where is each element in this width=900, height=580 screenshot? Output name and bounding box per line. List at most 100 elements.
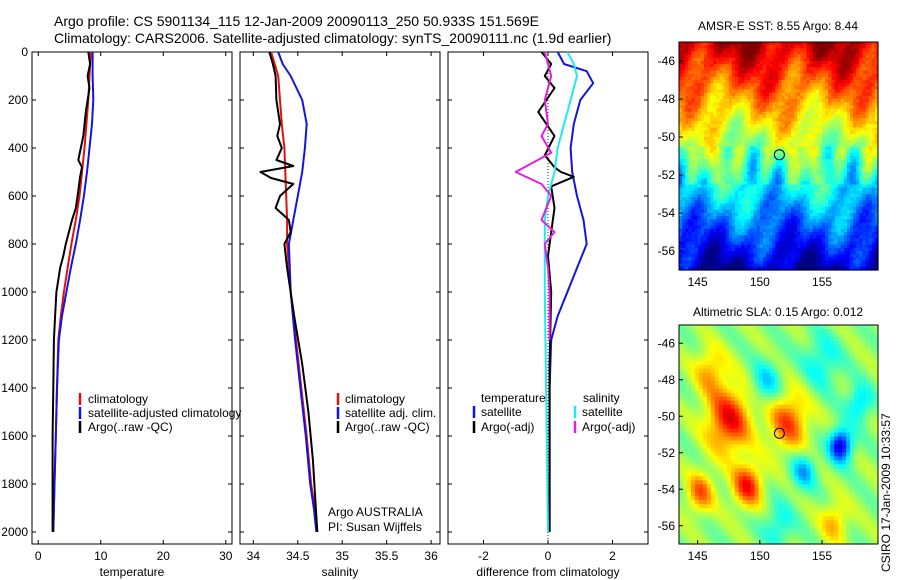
heatmap-cell	[794, 61, 798, 65]
heatmap-cell	[731, 76, 736, 81]
heatmap-cell	[843, 260, 848, 265]
heatmap-cell	[859, 162, 864, 167]
heatmap-cell	[825, 159, 829, 163]
heatmap-cell	[697, 92, 702, 97]
heatmap-cell	[700, 51, 705, 56]
heatmap-cell	[753, 178, 758, 182]
heatmap-cell	[679, 332, 684, 338]
heatmap-cell	[753, 257, 758, 262]
heatmap-cell	[747, 194, 752, 198]
heatmap-cell	[756, 86, 761, 91]
heatmap-cell	[719, 168, 724, 173]
heatmap-cell	[822, 99, 826, 103]
heatmap-cell	[790, 222, 795, 227]
heatmap-cell	[750, 54, 755, 59]
heatmap-cell	[706, 254, 711, 258]
heatmap-cell	[706, 194, 711, 198]
heatmap-cell	[769, 203, 773, 208]
heatmap-cell	[725, 42, 730, 46]
x-tick-label: 2	[609, 549, 616, 563]
heatmap-cell	[747, 159, 752, 163]
heatmap-cell	[806, 89, 811, 94]
heatmap-cell	[853, 187, 857, 192]
heatmap-cell	[685, 228, 689, 233]
heatmap-cell	[759, 263, 764, 268]
heatmap-cell	[778, 244, 783, 249]
heatmap-cell	[874, 89, 879, 94]
heatmap-cell	[772, 213, 776, 217]
heatmap-cell	[713, 178, 717, 182]
heatmap-cell	[815, 194, 820, 198]
heatmap-cell	[756, 80, 761, 84]
heatmap-cell	[697, 206, 702, 211]
heatmap-cell	[747, 80, 752, 84]
heatmap-cell	[837, 206, 842, 211]
heatmap-cell	[713, 216, 717, 220]
heatmap-cell	[685, 133, 689, 138]
heatmap-cell	[834, 146, 839, 151]
heatmap-cell	[744, 89, 749, 94]
heatmap-cell	[862, 130, 867, 135]
heatmap-cell	[859, 232, 864, 236]
heatmap-cell	[797, 235, 801, 239]
heatmap-cell	[738, 102, 742, 106]
heatmap-cell	[853, 184, 857, 189]
heatmap-cell	[714, 325, 720, 330]
heatmap-cell	[874, 118, 879, 122]
heatmap-cell	[865, 83, 870, 87]
heatmap-cell	[843, 244, 848, 249]
heatmap-cell	[865, 159, 870, 163]
heatmap-cell	[725, 197, 730, 201]
heatmap-cell	[778, 235, 783, 239]
heatmap-cell	[859, 86, 864, 91]
heatmap-cell	[710, 114, 714, 119]
temperature-series	[51, 51, 95, 533]
heatmap-cell	[784, 244, 789, 249]
heatmap-cell	[840, 61, 845, 65]
heatmap-cell	[738, 130, 742, 135]
heatmap-cell	[710, 194, 714, 198]
heatmap-cell	[837, 137, 842, 141]
heatmap-cell	[840, 108, 845, 113]
heatmap-cell	[738, 325, 744, 330]
heatmap-cell	[725, 203, 730, 208]
heatmap-cell	[734, 332, 740, 338]
heatmap-cell	[853, 175, 857, 179]
heatmap-cell	[862, 67, 867, 72]
heatmap-cell	[722, 171, 727, 176]
heatmap-cell	[812, 184, 817, 189]
heatmap-cell	[756, 133, 761, 138]
heatmap-cell	[731, 111, 736, 116]
heatmap-cell	[787, 225, 792, 230]
heatmap-cell	[700, 165, 705, 170]
heatmap-cell	[790, 137, 795, 141]
heatmap-cell	[697, 67, 702, 72]
heatmap-cell	[853, 263, 857, 268]
heatmap-cell	[703, 54, 708, 59]
heatmap-cell	[850, 194, 854, 198]
heatmap-cell	[679, 159, 683, 163]
heatmap-cell	[871, 175, 876, 179]
heatmap-cell	[756, 61, 761, 65]
heatmap-cell	[766, 263, 770, 268]
heatmap-cell	[790, 73, 795, 78]
heatmap-cell	[716, 61, 721, 65]
heatmap-cell	[828, 209, 832, 214]
heatmap-cell	[766, 137, 770, 141]
heatmap-cell	[738, 178, 742, 182]
heatmap-cell	[766, 45, 770, 49]
heatmap-cell	[843, 152, 848, 157]
heatmap-cell	[843, 70, 848, 75]
heatmap-cell	[871, 181, 876, 186]
heatmap-cell	[682, 257, 686, 262]
heatmap-cell	[846, 111, 851, 116]
heatmap-cell	[731, 263, 736, 268]
heatmap-cell	[747, 118, 752, 122]
heatmap-cell	[738, 146, 742, 151]
heatmap-cell	[679, 257, 683, 262]
heatmap-cell	[775, 216, 780, 220]
heatmap-cell	[682, 251, 686, 255]
heatmap-cell	[837, 225, 842, 230]
heatmap-cell	[818, 48, 823, 53]
heatmap-cell	[703, 146, 708, 151]
